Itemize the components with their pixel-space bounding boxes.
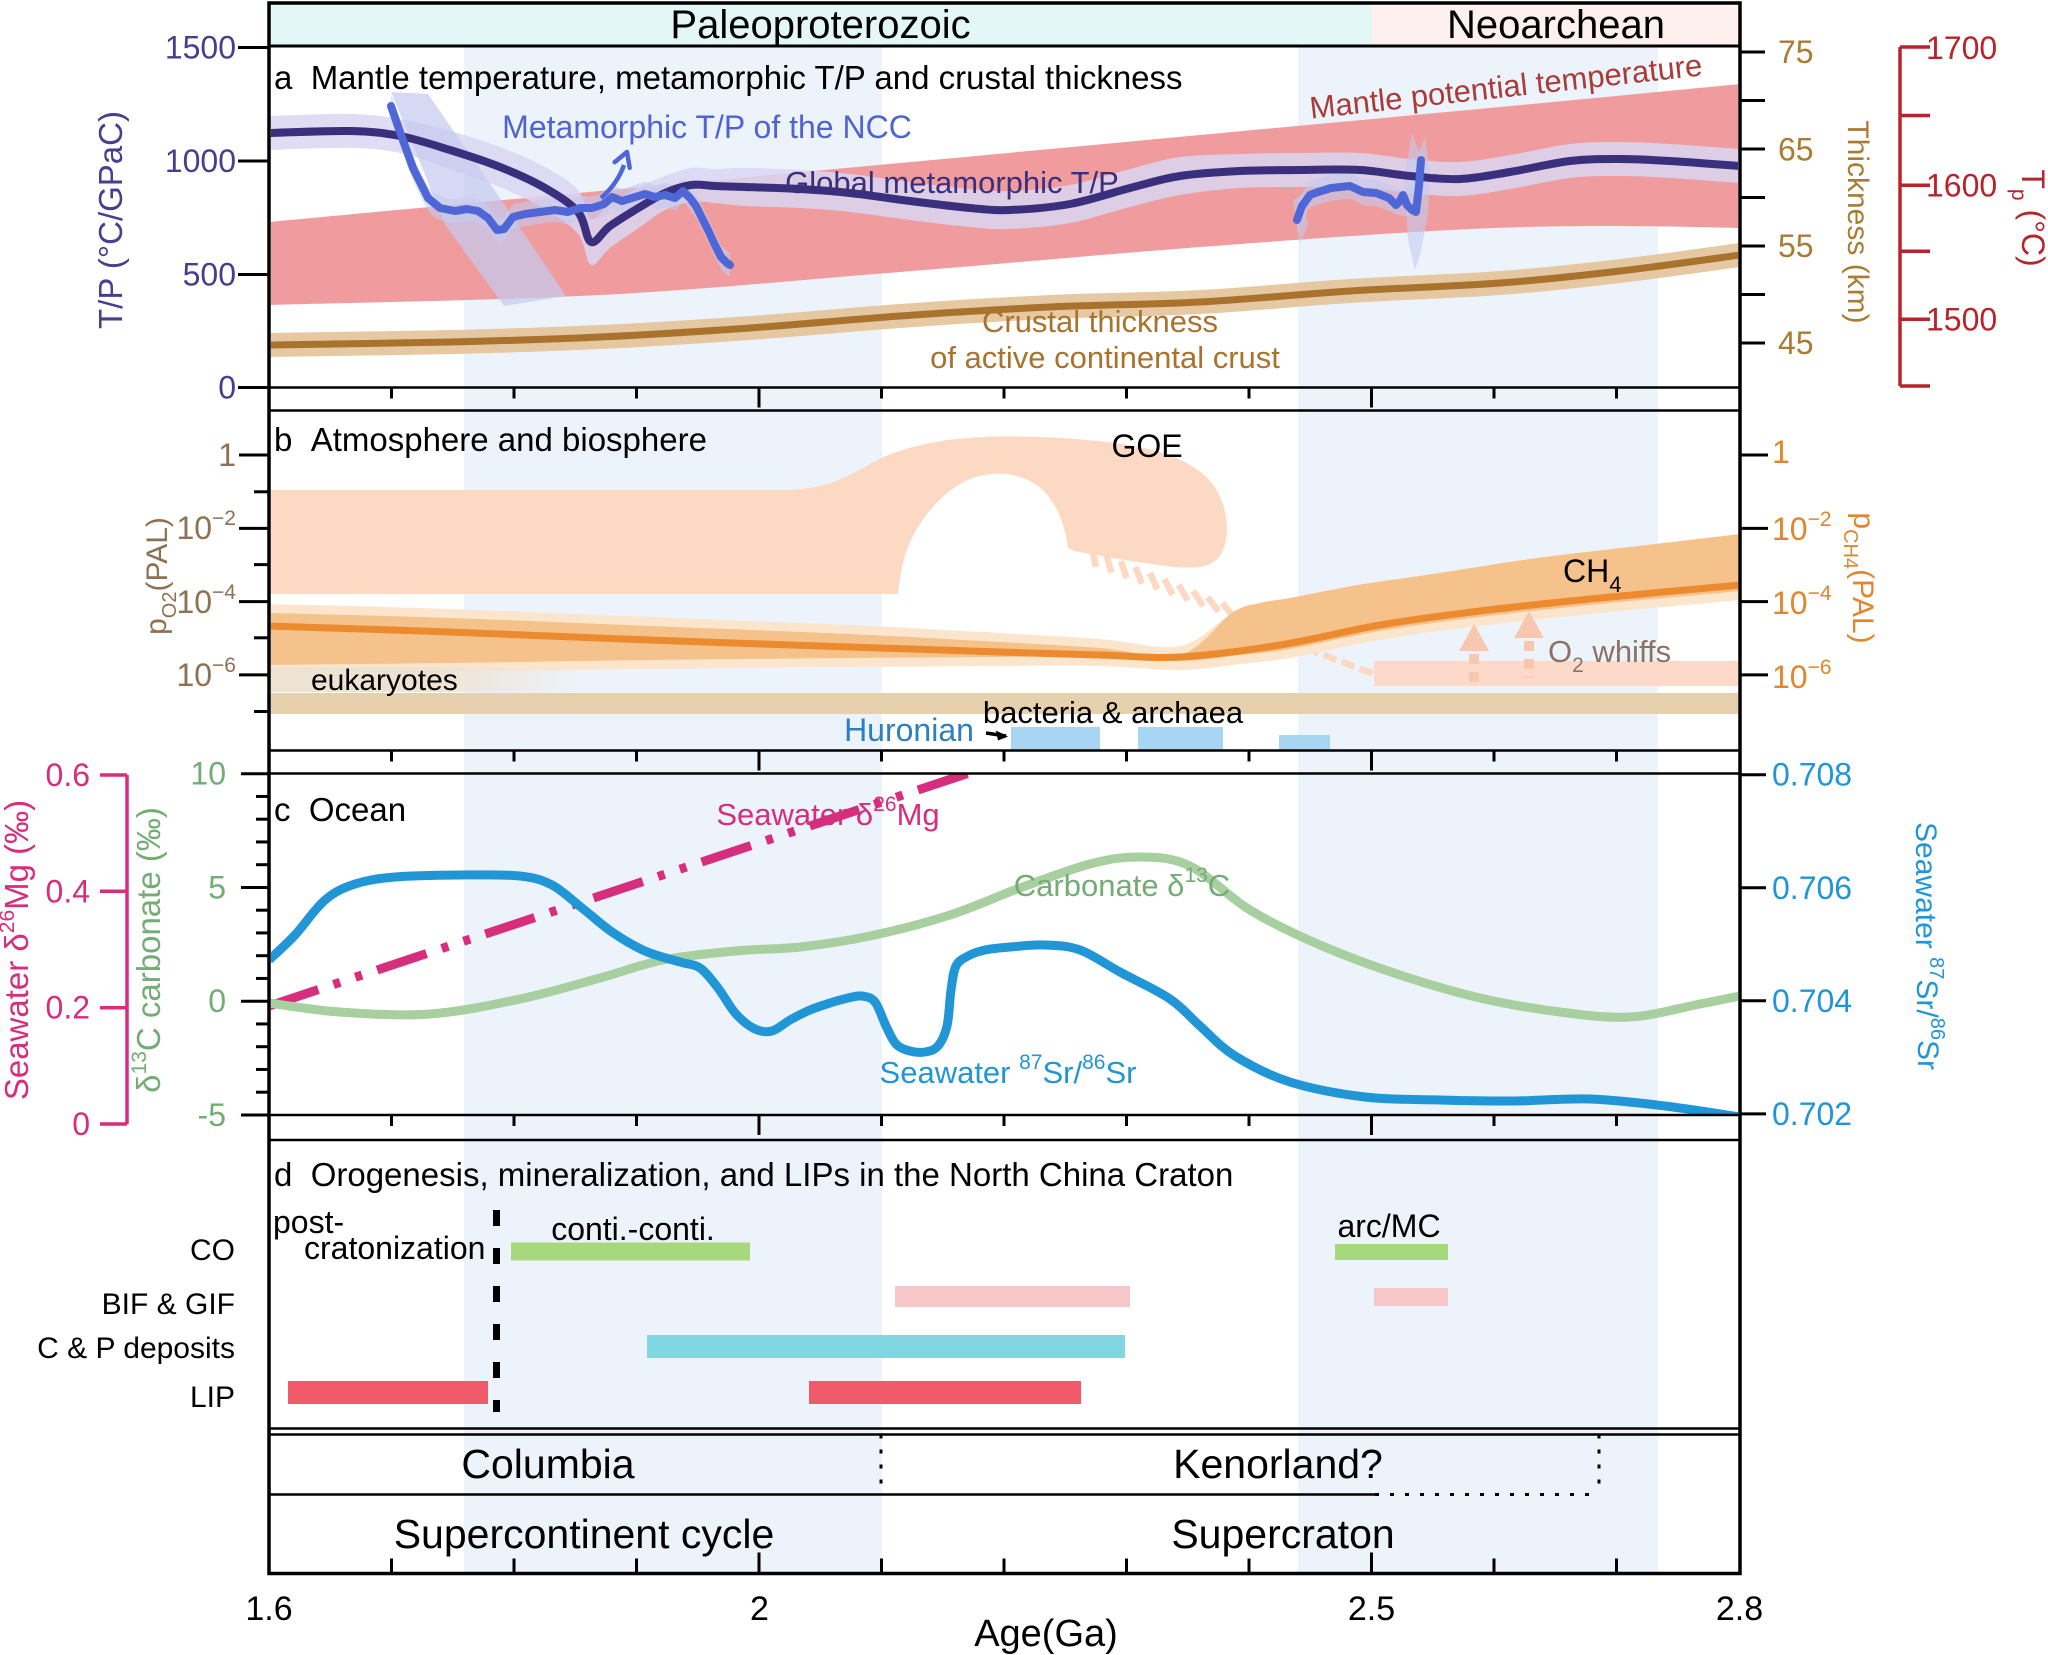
svg-text:0: 0 (218, 370, 236, 406)
svg-text:b Atmosphere and biosphere: b Atmosphere and biosphere (274, 421, 707, 458)
svg-text:conti.-conti.: conti.-conti. (551, 1211, 715, 1247)
svg-text:Seawater 87​Sr/86​Sr: Seawater 87​Sr/86​Sr (1909, 822, 1948, 1070)
svg-text:T/P (°C/GPaC): T/P (°C/GPaC) (92, 111, 129, 329)
svg-text:10−6: 10−6 (176, 654, 236, 693)
svg-text:2.8: 2.8 (1716, 1590, 1763, 1628)
svg-text:1500: 1500 (1926, 301, 1997, 337)
svg-text:0.2: 0.2 (46, 990, 90, 1026)
svg-text:post-: post- (273, 1204, 344, 1240)
svg-text:1700: 1700 (1926, 30, 1997, 66)
svg-text:0.4: 0.4 (46, 873, 90, 909)
svg-text:of active continental crust: of active continental crust (930, 340, 1280, 375)
svg-text:Age(Ga): Age(Ga) (974, 1613, 1118, 1655)
svg-text:cratonization: cratonization (304, 1230, 485, 1266)
svg-text:LIP: LIP (190, 1381, 235, 1414)
svg-text:0.6: 0.6 (46, 757, 90, 793)
svg-text:5: 5 (208, 869, 226, 905)
svg-text:500: 500 (183, 257, 236, 293)
svg-text:1: 1 (1772, 434, 1790, 470)
svg-text:0.702: 0.702 (1772, 1096, 1852, 1132)
svg-text:0: 0 (208, 983, 226, 1019)
svg-text:0.706: 0.706 (1772, 870, 1852, 906)
svg-text:10−6: 10−6 (1772, 656, 1832, 695)
svg-text:Thickness (km): Thickness (km) (1841, 120, 1874, 323)
svg-text:C & P deposits: C & P deposits (37, 1332, 235, 1365)
svg-text:Carbonate δ13​C: Carbonate δ13​C (1014, 864, 1230, 903)
svg-text:1500: 1500 (165, 30, 236, 66)
svg-text:Kenorland?: Kenorland? (1173, 1441, 1383, 1487)
svg-text:a Mantle temperature, metamor: a Mantle temperature, metamorphic T/P an… (274, 59, 1183, 96)
svg-text:Seawater δ26​Mg: Seawater δ26​Mg (716, 793, 939, 832)
svg-text:Paleoproterozoic: Paleoproterozoic (670, 3, 970, 47)
svg-text:55: 55 (1778, 228, 1814, 264)
svg-text:Crustal thickness: Crustal thickness (982, 304, 1218, 339)
svg-text:eukaryotes: eukaryotes (311, 664, 458, 697)
svg-text:Supercraton: Supercraton (1171, 1511, 1394, 1557)
svg-text:arc/MC: arc/MC (1337, 1208, 1440, 1244)
svg-text:0: 0 (72, 1106, 90, 1142)
svg-text:45: 45 (1778, 325, 1814, 361)
svg-text:BIF & GIF: BIF & GIF (102, 1288, 235, 1321)
svg-text:2.5: 2.5 (1348, 1590, 1395, 1628)
svg-text:1000: 1000 (165, 143, 236, 179)
svg-text:CO: CO (190, 1234, 235, 1267)
svg-text:65: 65 (1778, 132, 1814, 168)
svg-text:Neoarchean: Neoarchean (1447, 3, 1665, 47)
svg-text:-5: -5 (198, 1097, 226, 1133)
svg-text:Global metamorphic T/P: Global metamorphic T/P (785, 165, 1119, 200)
svg-text:1600: 1600 (1926, 167, 1997, 203)
svg-text:c Ocean: c Ocean (274, 791, 406, 828)
svg-text:GOE: GOE (1111, 428, 1182, 464)
svg-text:d Orogenesis, mineralization,: d Orogenesis, mineralization, and LIPs i… (274, 1156, 1233, 1193)
svg-text:Seawater δ26​Mg (‰): Seawater δ26​Mg (‰) (0, 800, 35, 1100)
svg-text:Columbia: Columbia (461, 1441, 634, 1487)
svg-text:1: 1 (218, 437, 236, 473)
svg-text:2: 2 (750, 1590, 769, 1628)
svg-text:Metamorphic T/P of the NCC: Metamorphic T/P of the NCC (502, 109, 912, 145)
svg-text:δ13​C carbonate (‰): δ13​C carbonate (‰) (128, 807, 167, 1093)
svg-text:Huronian: Huronian (844, 712, 974, 748)
svg-text:bacteria & archaea: bacteria & archaea (983, 695, 1244, 730)
svg-text:75: 75 (1778, 34, 1814, 70)
svg-text:Supercontinent cycle: Supercontinent cycle (394, 1511, 775, 1557)
svg-text:1.6: 1.6 (245, 1590, 292, 1628)
svg-text:10: 10 (190, 756, 226, 792)
svg-text:0.704: 0.704 (1772, 983, 1852, 1019)
svg-text:0.708: 0.708 (1772, 757, 1852, 793)
